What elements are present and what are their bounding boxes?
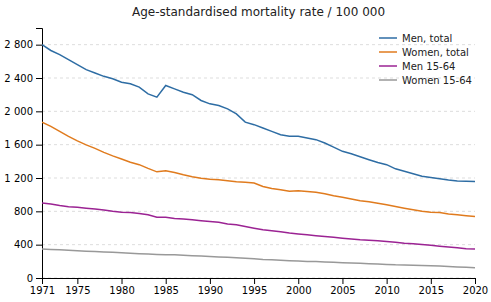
x-tick-mark [166,278,167,284]
y-tick: 0 [27,273,42,284]
grid [42,45,475,278]
legend-label: Men, total [402,33,452,44]
y-tick-label: 2 800 [4,39,33,50]
y-tick: 400 [14,239,42,250]
grid-line [42,111,475,112]
y-tick: 2 000 [4,106,42,117]
x-tick-label: 1995 [242,285,267,296]
x-tick: 2015 [419,278,444,296]
y-tick-mark [36,211,42,212]
x-tick: 1995 [242,278,267,296]
chart-container: 1971 1975 1980 1985 1990 1995 2000 2005 2010 2015… [0,0,491,302]
legend-swatch [379,51,397,53]
legend-item: Women 15-64 [379,75,472,86]
x-tick-mark [475,278,476,284]
x-tick-label: 1980 [109,285,134,296]
x-tick-label: 1975 [65,285,90,296]
grid-line [42,44,475,45]
series-line [42,249,475,268]
y-axis: 0 400 800 1 200 1 600 2 000 2 400 2 800 [4,29,42,284]
legend-item: Women, total [379,47,469,58]
y-tick-label: 400 [14,239,33,250]
y-tick-mark [36,178,42,179]
legend-swatch [379,37,397,39]
legend-item: Men, total [379,33,452,44]
y-tick-mark [36,278,42,279]
plot: 1971 1975 1980 1985 1990 1995 2000 2005 2010 2015… [4,29,488,297]
x-tick: 2010 [374,278,399,296]
x-tick-label: 2000 [286,285,311,296]
x-tick-mark [77,278,78,284]
y-tick-mark [36,111,42,112]
x-tick-label: 2005 [330,285,355,296]
y-tick-mark [36,145,42,146]
x-tick: 1971 [30,278,55,296]
x-tick-label: 1985 [153,285,178,296]
y-tick-label: 1 200 [4,173,33,184]
x-tick: 1990 [198,278,223,296]
x-tick-mark [342,278,343,284]
x-tick-mark [298,278,299,284]
x-tick: 2000 [286,278,311,296]
series-line [42,45,475,182]
x-tick-label: 2020 [463,285,488,296]
series-line [42,122,475,216]
y-tick-mark [36,245,42,246]
y-tick-label: 2 000 [4,106,33,117]
series-line [42,203,475,249]
y-tick-label: 800 [14,206,33,217]
legend-label: Men 15-64 [402,61,455,72]
x-tick-label: 2015 [419,285,444,296]
x-tick: 1985 [153,278,178,296]
legend-swatch [379,79,397,81]
x-tick-mark [431,278,432,284]
y-tick-label: 2 400 [4,73,33,84]
x-tick-mark [122,278,123,284]
y-tick-mark [36,78,42,79]
x-tick-label: 2010 [374,285,399,296]
grid-line [42,244,475,245]
legend-item: Men 15-64 [379,61,455,72]
lines [42,45,475,268]
legend-label: Women 15-64 [402,75,472,86]
x-tick: 1975 [65,278,90,296]
legend: Men, total Women, total Men 15-64 Women 15-… [379,33,472,86]
x-tick-label: 1971 [30,285,55,296]
y-tick-label: 1 600 [4,139,33,150]
x-tick-mark [387,278,388,284]
y-tick-label: 0 [27,273,33,284]
y-tick: 2 800 [4,39,42,50]
y-tick: 1 600 [4,139,42,150]
x-tick: 2020 [463,278,488,296]
grid-line [42,144,475,145]
x-tick-mark [254,278,255,284]
y-axis-line [36,29,43,279]
y-tick: 1 200 [4,173,42,184]
grid-line [42,178,475,179]
y-tick: 2 400 [4,73,42,84]
x-axis: 1971 1975 1980 1985 1990 1995 2000 2005 2010 2015… [30,278,488,296]
legend-label: Women, total [402,47,469,58]
legend-swatch [379,65,397,67]
chart: 1971 1975 1980 1985 1990 1995 2000 2005 2010 2015… [0,0,491,302]
title: Age-standardised mortality rate / 100 00… [132,5,385,19]
x-tick-mark [210,278,211,284]
x-tick: 1980 [109,278,134,296]
x-axis-line [43,279,476,285]
y-tick: 800 [14,206,42,217]
x-tick: 2005 [330,278,355,296]
y-tick-mark [36,45,42,46]
x-tick-label: 1990 [198,285,223,296]
